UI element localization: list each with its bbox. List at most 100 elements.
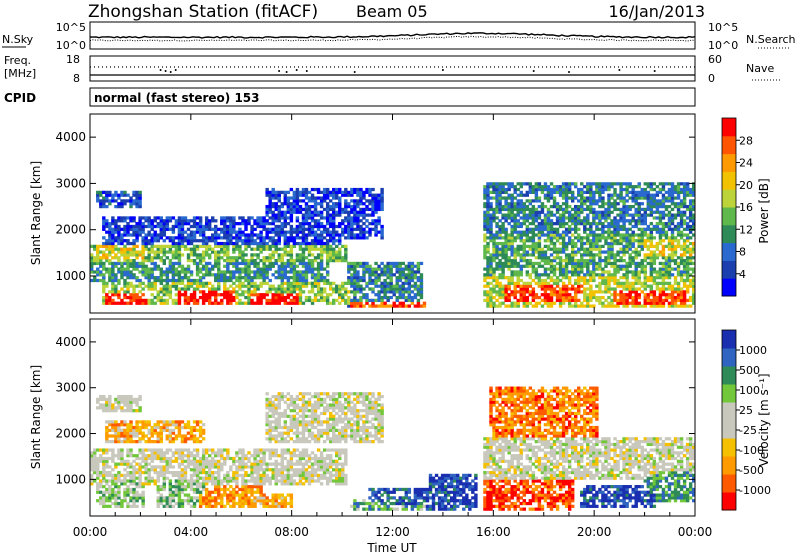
heatmap-cell	[646, 301, 651, 305]
noise-search-trace	[89, 35, 696, 42]
heatmap-cell	[649, 204, 654, 209]
heatmap-cell	[325, 295, 330, 300]
heatmap-cell	[244, 273, 248, 277]
heatmap-cell	[204, 261, 209, 266]
heatmap-cell	[332, 281, 336, 285]
heatmap-cell	[595, 267, 599, 271]
heatmap-cell	[567, 230, 572, 234]
heatmap-cell	[531, 298, 536, 303]
heatmap-cell	[195, 267, 200, 271]
heatmap-cell	[353, 295, 357, 300]
heatmap-cell	[589, 210, 593, 214]
heatmap-cell	[685, 264, 690, 268]
heatmap-cell	[353, 204, 357, 209]
heatmap-cell	[404, 264, 409, 268]
heatmap-cell	[558, 219, 563, 223]
heatmap-cell	[304, 190, 309, 194]
heatmap-cell	[189, 241, 194, 246]
heatmap-cell	[673, 250, 678, 254]
heatmap-cell	[407, 298, 412, 303]
heatmap-cell	[401, 304, 405, 308]
heatmap-cell	[540, 256, 545, 260]
heatmap-cell	[247, 293, 251, 297]
heatmap-cell	[153, 253, 157, 257]
heatmap-cell	[189, 219, 194, 223]
heatmap-cell	[489, 273, 493, 277]
heatmap-cell	[183, 219, 188, 223]
heatmap-cell	[171, 301, 176, 305]
heatmap-cell	[156, 264, 160, 268]
heatmap-cell	[522, 239, 526, 243]
heatmap-cell	[498, 236, 502, 240]
heatmap-cell	[280, 264, 284, 268]
heatmap-cell	[688, 213, 693, 217]
heatmap-cell	[292, 284, 297, 288]
heatmap-cell	[325, 204, 330, 209]
heatmap-cell	[682, 295, 687, 300]
heatmap-cell	[244, 264, 248, 268]
heatmap-cell	[365, 267, 369, 271]
heatmap-cell	[389, 264, 393, 268]
heatmap-cell	[661, 264, 666, 268]
heatmap-cell	[688, 250, 693, 254]
heatmap-cell	[271, 227, 275, 231]
heatmap-cell	[129, 273, 133, 277]
heatmap-cell	[283, 261, 288, 266]
heatmap-cell	[105, 295, 109, 300]
heatmap-cell	[126, 222, 130, 226]
heatmap-cell	[531, 295, 536, 300]
heatmap-cell	[525, 236, 530, 240]
heatmap-cell	[325, 233, 330, 237]
heatmap-cell	[253, 301, 257, 305]
heatmap-cell	[271, 298, 275, 303]
heatmap-cell	[347, 213, 351, 217]
heatmap-cell	[628, 213, 632, 217]
heatmap-cell	[280, 298, 284, 303]
heatmap-cell	[111, 216, 115, 220]
heatmap-cell	[247, 298, 251, 303]
heatmap-cell	[679, 244, 684, 249]
heatmap-cell	[580, 236, 584, 240]
heatmap-cell	[99, 394, 103, 399]
heatmap-cell	[335, 298, 339, 303]
heatmap-cell	[589, 190, 593, 194]
heatmap-cell	[555, 210, 560, 214]
heatmap-cell	[592, 193, 596, 197]
heatmap-cell	[380, 298, 384, 303]
heatmap-cell	[564, 270, 569, 274]
heatmap-cell	[546, 281, 551, 285]
heatmap-cell	[643, 207, 647, 212]
heatmap-cell	[356, 227, 360, 231]
heatmap-cell	[108, 278, 112, 283]
heatmap-cell	[688, 278, 693, 283]
heatmap-cell	[543, 253, 548, 257]
heatmap-cell	[525, 216, 530, 220]
heatmap-cell	[111, 222, 115, 226]
heatmap-cell	[105, 253, 109, 257]
heatmap-cell	[232, 236, 236, 240]
heatmap-cell	[322, 193, 327, 197]
heatmap-cell	[577, 264, 581, 268]
heatmap-cell	[664, 258, 669, 263]
heatmap-cell	[661, 290, 666, 294]
heatmap-cell	[513, 239, 517, 243]
heatmap-cell	[631, 287, 635, 291]
heatmap-cell	[268, 284, 272, 288]
heatmap-cell	[195, 256, 200, 260]
heatmap-cell	[108, 473, 112, 477]
heatmap-cell	[592, 304, 596, 308]
heatmap-cell	[531, 230, 536, 234]
heatmap-cell	[495, 276, 499, 280]
heatmap-cell	[613, 253, 617, 257]
heatmap-cell	[350, 187, 354, 192]
heatmap-cell	[335, 204, 339, 209]
heatmap-cell	[652, 224, 657, 229]
heatmap-cell	[504, 190, 508, 194]
heatmap-cell	[510, 185, 514, 189]
heatmap-cell	[247, 270, 251, 274]
heatmap-cell	[304, 261, 309, 266]
heatmap-cell	[90, 456, 94, 461]
heatmap-cell	[525, 207, 530, 212]
heatmap-cell	[592, 210, 596, 214]
heatmap-cell	[108, 236, 112, 240]
